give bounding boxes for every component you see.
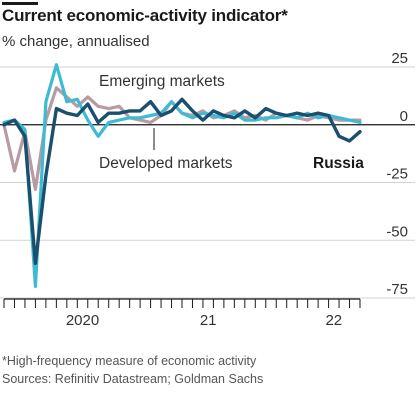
x-axis: 2020 21 22 — [3, 298, 361, 329]
x-tick-label: 2020 — [66, 312, 99, 329]
y-tick-label: -25 — [386, 166, 408, 183]
chart-subtitle: % change, annualised — [2, 33, 150, 50]
series-lines — [2, 63, 362, 288]
x-tick-label: 21 — [200, 312, 217, 329]
label-emerging-markets: Emerging markets — [99, 73, 225, 90]
gridlines — [0, 66, 415, 299]
header-rule — [2, 2, 38, 5]
y-tick-label: -75 — [386, 281, 408, 298]
label-developed-markets: Developed markets — [99, 155, 233, 172]
y-tick-label: -50 — [386, 223, 408, 240]
annotations: Emerging markets Developed markets Russia — [99, 73, 364, 172]
x-tick-label: 22 — [325, 312, 342, 329]
series-line-emerging-markets — [2, 86, 362, 191]
chart-title: Current economic-activity indicator* — [2, 6, 288, 25]
y-tick-label: 25 — [391, 50, 408, 67]
footnote-note: *High-frequency measure of economic acti… — [2, 354, 257, 368]
y-tick-labels: 25 0 -25 -50 -75 — [386, 50, 408, 298]
footnote-sources: Sources: Refinitiv Datastream; Goldman S… — [2, 372, 264, 386]
series-line-russia — [2, 97, 362, 266]
y-tick-label: 0 — [400, 108, 408, 125]
plot-area: 25 0 -25 -50 -75 2020 21 22 Emerging markets De… — [0, 50, 415, 329]
footnotes: *High-frequency measure of economic acti… — [2, 352, 263, 388]
series-line-developed-markets — [2, 63, 362, 288]
label-russia: Russia — [313, 155, 364, 172]
